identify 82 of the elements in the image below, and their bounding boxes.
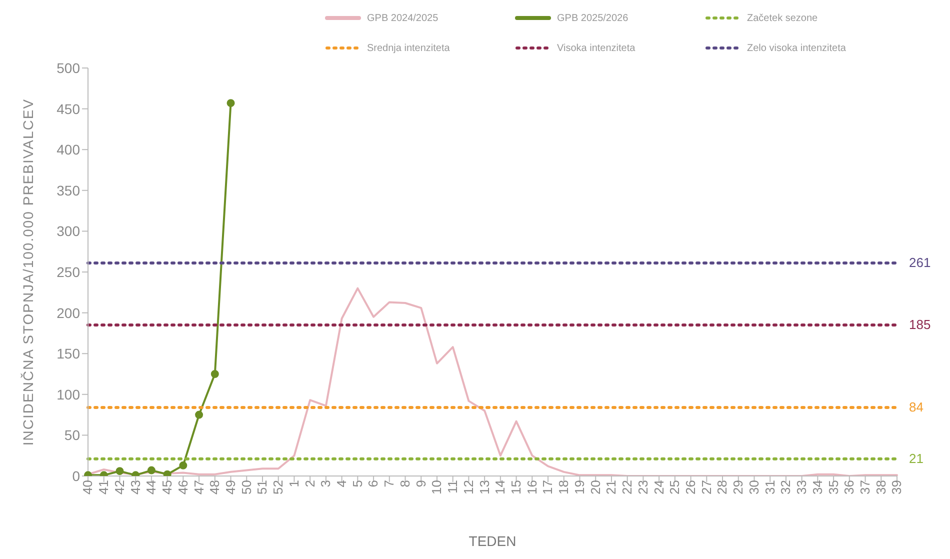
x-tick-label: 22 [620, 480, 635, 494]
y-tick-label: 150 [56, 346, 80, 362]
x-tick-label: 33 [794, 480, 810, 494]
legend-label: GPB 2024/2025 [367, 12, 438, 24]
y-tick-label: 200 [56, 304, 80, 321]
point [195, 410, 204, 419]
x-tick-label: 30 [746, 480, 762, 494]
x-tick-label: 37 [858, 480, 873, 494]
point [116, 467, 124, 476]
legend-label: Zelo visoka intenziteta [747, 42, 846, 54]
data-label: 261 [909, 255, 931, 270]
x-tick-label: 8 [397, 480, 412, 488]
x-tick-label: 10 [429, 480, 444, 494]
x-tick-label: 40 [80, 480, 96, 494]
x-tick-label: 11 [445, 480, 460, 494]
x-tick-label: 23 [635, 480, 650, 494]
x-tick-label: 13 [476, 480, 492, 494]
x-tick-label: 9 [413, 480, 428, 488]
x-axis-title: TEDEN [468, 533, 516, 549]
x-tick-label: 38 [873, 480, 888, 494]
y-tick-label: 350 [56, 182, 80, 198]
x-tick-label: 32 [778, 480, 794, 494]
x-tick-label: 14 [492, 480, 508, 494]
point [163, 470, 172, 476]
x-tick-label: 25 [667, 480, 682, 494]
x-tick-label: 21 [604, 480, 619, 494]
x-tick-label: 51 [254, 480, 270, 494]
x-tick-label: 44 [144, 480, 159, 494]
data-label: 84 [909, 399, 924, 414]
y-axis-title: INCIDENČNA STOPNJA/100.000 PREBIVALCEV [20, 98, 36, 446]
x-tick-label: 45 [160, 480, 175, 494]
x-tick-label: 12 [460, 480, 476, 494]
y-tick-label: 450 [56, 100, 80, 117]
x-tick-label: 18 [556, 480, 572, 494]
x-tick-label: 19 [572, 480, 587, 494]
legend-label: Srednja intenziteta [367, 42, 450, 54]
x-tick-label: 3 [318, 480, 334, 488]
point [179, 461, 188, 470]
point [210, 370, 219, 378]
y-tick-label: 400 [56, 142, 80, 158]
x-tick-label: 41 [96, 480, 112, 494]
x-tick-label: 6 [366, 480, 381, 488]
x-tick-label: 48 [207, 480, 222, 494]
x-tick-label: 16 [524, 480, 540, 494]
data-label: 185 [909, 317, 931, 332]
x-tick-label: 2 [302, 480, 318, 488]
x-tick-label: 35 [826, 480, 841, 494]
x-tick-label: 20 [588, 480, 603, 494]
x-tick-label: 36 [842, 480, 857, 494]
x-tick-label: 1 [286, 480, 302, 488]
y-tick-label: 250 [56, 264, 80, 280]
x-tick-label: 52 [270, 480, 286, 494]
y-tick-label: 300 [56, 223, 80, 240]
x-tick-label: 43 [128, 480, 143, 494]
x-tick-label: 39 [889, 480, 904, 494]
x-tick-label: 27 [698, 480, 714, 494]
x-tick-label: 47 [191, 480, 206, 494]
legend-label: Začetek sezone [747, 12, 818, 24]
x-tick-label: 15 [508, 480, 524, 494]
x-tick-label: 29 [730, 480, 746, 494]
x-tick-label: 49 [222, 480, 238, 494]
legend-label: GPB 2025/2026 [557, 12, 628, 24]
legend-label: Visoka intenziteta [557, 42, 636, 54]
x-tick-label: 42 [112, 480, 127, 494]
x-tick-label: 7 [382, 480, 397, 488]
x-tick-label: 5 [350, 480, 365, 488]
x-tick-label: 17 [540, 480, 556, 494]
x-tick-label: 50 [238, 480, 254, 494]
y-tick-label: 500 [56, 60, 80, 76]
y-tick-label: 0 [72, 468, 80, 484]
x-tick-label: 31 [762, 480, 778, 494]
x-tick-label: 24 [651, 480, 666, 494]
point [226, 99, 235, 108]
point [147, 466, 156, 474]
y-tick-label: 50 [64, 427, 80, 444]
x-tick-label: 46 [175, 480, 190, 494]
x-tick-label: 34 [810, 480, 825, 494]
x-tick-label: 26 [683, 480, 698, 494]
x-tick-label: 28 [714, 480, 730, 494]
y-tick-label: 100 [56, 386, 80, 402]
data-label: 21 [909, 450, 924, 466]
x-tick-label: 4 [334, 480, 350, 488]
